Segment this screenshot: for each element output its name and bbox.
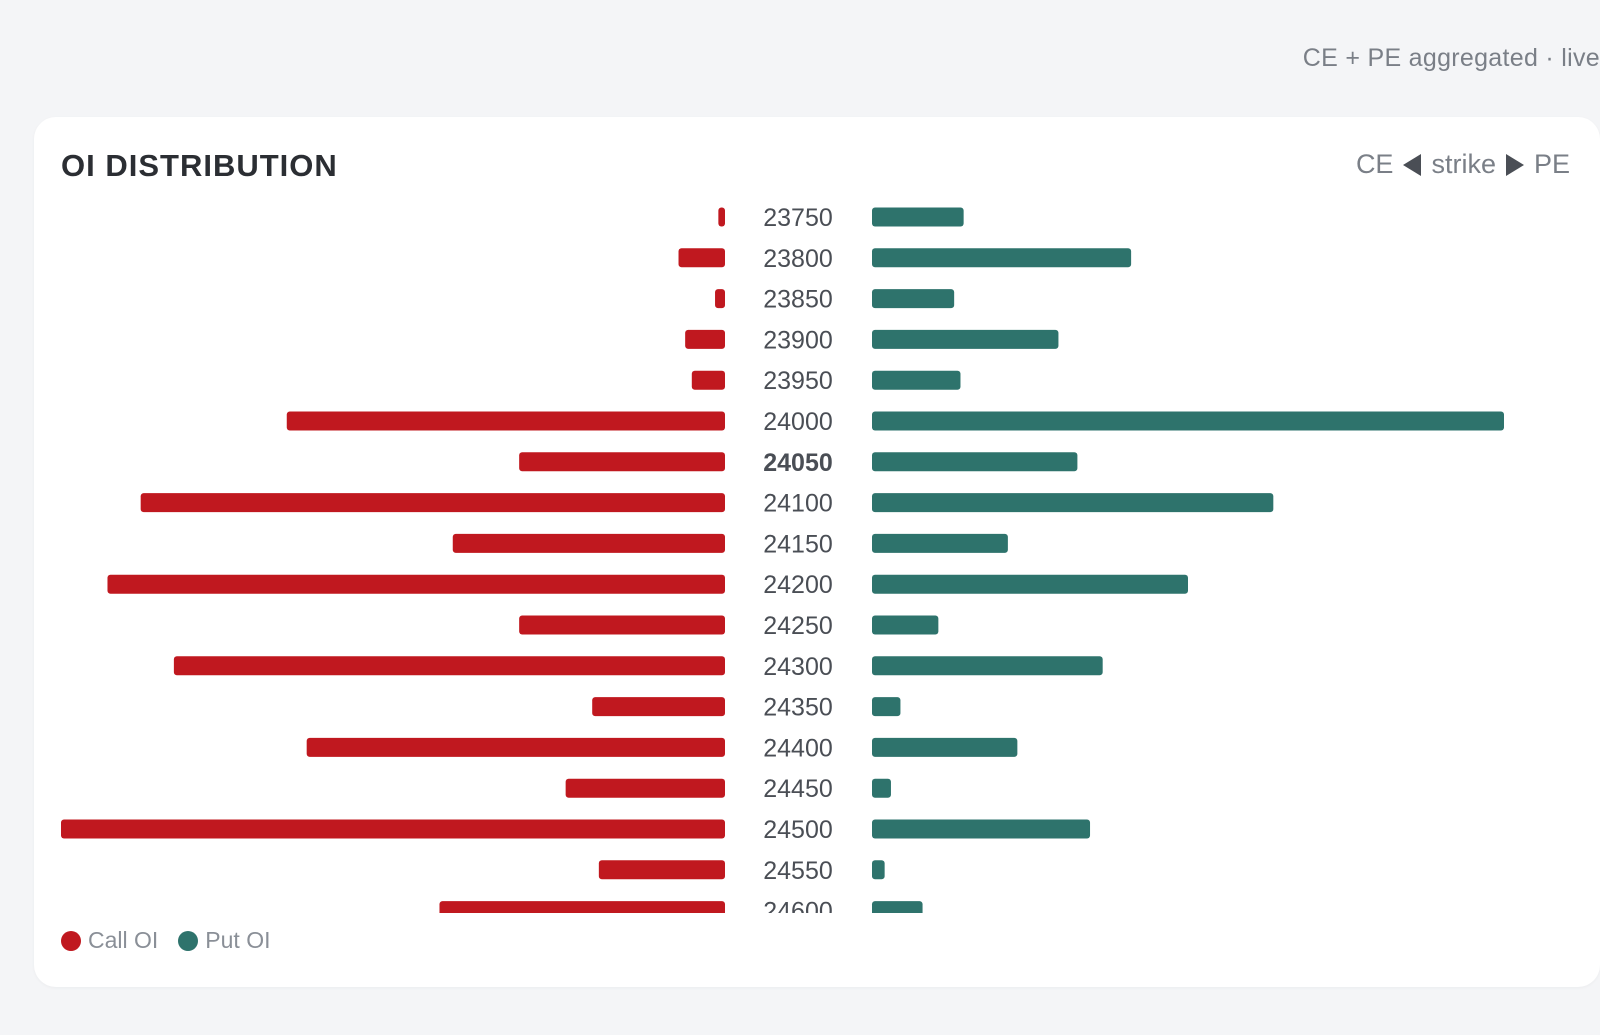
put-legend-label: Put OI [205,927,271,953]
axis-legend: CE strike PE [1356,149,1570,180]
call-oi-bar[interactable] [592,697,725,717]
call-oi-bar[interactable] [691,370,725,390]
strike-label: 23900 [763,326,833,354]
axis-legend-ce: CE [1355,149,1394,179]
call-legend-label: Call OI [88,927,159,953]
arrow-left-icon [1403,153,1422,176]
aggregation-note: CE + PE aggregated · live [1302,44,1600,72]
strike-label: 24250 [763,612,833,640]
put-oi-bar[interactable] [872,737,1018,757]
put-oi-bar[interactable] [872,901,923,913]
put-oi-bar[interactable] [872,493,1274,513]
call-oi-bar[interactable] [718,207,725,227]
legend-item-call[interactable]: Call OI [61,927,158,954]
strike-label: 24300 [763,653,833,681]
put-oi-bar[interactable] [872,533,1008,553]
call-oi-bar[interactable] [61,819,725,839]
put-oi-bar[interactable] [872,370,961,390]
call-legend-dot [61,930,81,951]
call-oi-bar[interactable] [519,615,725,635]
put-oi-bar[interactable] [872,697,901,717]
call-oi-bar[interactable] [306,737,725,757]
put-oi-bar[interactable] [872,656,1103,676]
call-oi-bar[interactable] [140,493,725,513]
put-oi-bar[interactable] [872,574,1188,594]
put-oi-bar[interactable] [872,615,939,635]
axis-legend-pe: PE [1533,149,1570,179]
call-oi-bar[interactable] [439,901,725,913]
put-oi-bar[interactable] [872,778,891,798]
put-oi-bar[interactable] [872,207,964,227]
strike-label: 24050 [763,449,833,477]
strike-label: 24500 [763,816,833,844]
call-oi-bar[interactable] [173,656,725,676]
strike-label: 24000 [763,408,833,436]
strike-label: 24100 [763,490,833,518]
strike-label: 24550 [763,857,833,885]
put-legend-dot [178,930,199,951]
put-oi-bar[interactable] [872,819,1091,839]
put-oi-bar[interactable] [872,860,885,880]
call-oi-bar[interactable] [107,574,726,594]
put-oi-bar[interactable] [872,248,1132,268]
oi-butterfly-chart: 23750 23800 23850 23900 23950 24000 24050 24100… [61,207,1504,913]
axis-legend-strike: strike [1431,149,1496,179]
call-oi-bar[interactable] [685,329,725,349]
put-oi-bar[interactable] [872,411,1504,431]
put-oi-bar[interactable] [872,452,1078,472]
call-oi-bar[interactable] [452,533,725,553]
strike-label: 24150 [763,530,833,558]
strike-label: 23750 [763,207,833,232]
strike-label: 24450 [763,775,833,803]
strike-label: 24600 [763,898,833,913]
call-oi-bar[interactable] [715,289,725,309]
strike-label: 24350 [763,694,833,722]
call-oi-bar[interactable] [286,411,725,431]
arrow-right-icon [1505,153,1524,176]
legend-item-put[interactable]: Put OI [178,927,271,954]
strike-label: 24200 [763,571,833,599]
call-oi-bar[interactable] [565,778,725,798]
oi-distribution-card: OI DISTRIBUTION CE strike PE 23750 23800 2… [34,117,1600,987]
call-oi-bar[interactable] [519,452,725,472]
put-oi-bar[interactable] [872,289,955,309]
call-oi-bar[interactable] [598,860,725,880]
strike-label: 23800 [763,245,833,273]
card-title: OI DISTRIBUTION [61,148,338,183]
strike-label: 24400 [763,734,833,762]
chart-legend: Call OI Put OI [61,927,271,954]
strike-label: 23950 [763,367,833,395]
call-oi-bar[interactable] [678,248,725,268]
strike-label: 23850 [763,286,833,314]
put-oi-bar[interactable] [872,329,1059,349]
